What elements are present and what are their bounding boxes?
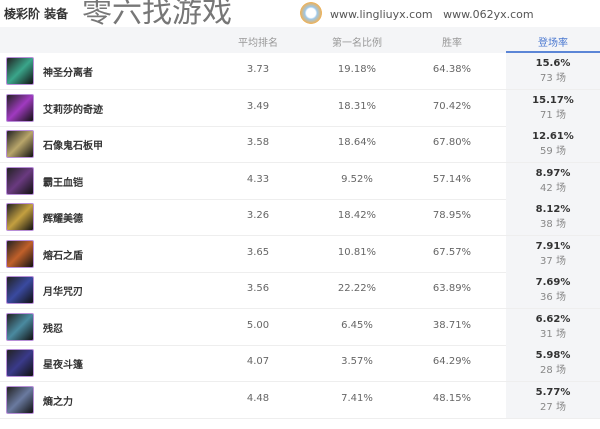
- win-rate: 67.80%: [432, 137, 472, 148]
- item-icon: [6, 349, 34, 377]
- item-name: 石像鬼石板甲: [43, 141, 103, 152]
- table-row[interactable]: 霸王血铠 4.33 9.52% 57.14% 8.97% 42 场: [0, 162, 600, 200]
- pick-rate-cell: 15.6% 73 场: [506, 53, 600, 89]
- first-rate: 3.57%: [341, 356, 373, 367]
- avg-rank: 3.26: [246, 210, 270, 221]
- table-row[interactable]: 辉耀美德 3.26 18.42% 78.95% 8.12% 38 场: [0, 199, 600, 236]
- pick-rate-cell: 8.12% 38 场: [506, 199, 600, 235]
- avg-rank: 3.49: [246, 100, 270, 112]
- active-sort-indicator: [506, 51, 600, 53]
- header-win-rate[interactable]: 胜率: [442, 38, 462, 49]
- item-name: 月华咒刃: [43, 287, 83, 298]
- item-name: 神圣分离者: [43, 68, 93, 79]
- first-rate: 19.18%: [337, 64, 377, 75]
- first-rate: 22.22%: [337, 283, 377, 294]
- avg-rank: 3.56: [246, 283, 270, 294]
- pick-rate-cell: 7.69% 36 场: [506, 272, 600, 308]
- item-icon: [6, 276, 34, 304]
- pick-rate-cell: 6.62% 31 场: [506, 308, 600, 345]
- table-row[interactable]: 石像鬼石板甲 3.58 18.64% 67.80% 12.61% 59 场: [0, 126, 600, 163]
- first-rate: 18.42%: [337, 210, 377, 221]
- item-icon: [6, 239, 34, 268]
- avg-rank: 5.00: [246, 319, 270, 331]
- item-name: 霸王血铠: [43, 177, 83, 189]
- table-row[interactable]: 神圣分离者 3.73 19.18% 64.38% 15.6% 73 场: [0, 53, 600, 90]
- win-rate: 63.89%: [432, 283, 472, 294]
- item-icon: [6, 312, 34, 341]
- first-rate: 18.31%: [337, 100, 377, 112]
- avg-rank: 3.73: [246, 64, 270, 75]
- win-rate: 78.95%: [432, 210, 472, 221]
- win-rate: 48.15%: [432, 392, 472, 404]
- first-rate: 6.45%: [341, 319, 373, 331]
- watermark-urls: www.lingliuyx.com www.062yx.com: [330, 8, 534, 21]
- item-icon: [6, 203, 34, 231]
- first-rate: 18.64%: [337, 137, 377, 148]
- pick-rate-cell: 15.17% 71 场: [506, 89, 600, 126]
- header-avg-rank[interactable]: 平均排名: [238, 38, 278, 49]
- table-row[interactable]: 月华咒刃 3.56 22.22% 63.89% 7.69% 36 场: [0, 272, 600, 309]
- win-rate: 67.57%: [432, 246, 472, 258]
- table-row[interactable]: 残忍 5.00 6.45% 38.71% 6.62% 31 场: [0, 308, 600, 346]
- win-rate: 57.14%: [432, 173, 472, 185]
- table-row[interactable]: 熔石之盾 3.65 10.81% 67.57% 7.91% 37 场: [0, 235, 600, 273]
- item-icon: [6, 385, 34, 414]
- win-rate: 70.42%: [432, 100, 472, 112]
- item-name: 星夜斗篷: [43, 360, 83, 371]
- header-first-rate[interactable]: 第一名比例: [332, 38, 382, 49]
- header-pick-rate[interactable]: 登场率: [538, 38, 568, 49]
- item-icon: [6, 130, 34, 158]
- watermark-logo-icon: [300, 2, 322, 24]
- table-row[interactable]: 星夜斗篷 4.07 3.57% 64.29% 5.98% 28 场: [0, 345, 600, 382]
- table-header: 平均排名 第一名比例 胜率 登场率: [0, 27, 600, 53]
- win-rate: 64.38%: [432, 64, 472, 75]
- first-rate: 7.41%: [341, 392, 373, 404]
- first-rate: 10.81%: [337, 246, 377, 258]
- pick-rate-cell: 12.61% 59 场: [506, 126, 600, 162]
- item-name: 辉耀美德: [43, 214, 83, 225]
- avg-rank: 4.07: [246, 356, 270, 367]
- section-title: 棱彩阶 装备: [4, 7, 69, 21]
- first-rate: 9.52%: [341, 173, 373, 185]
- item-icon: [6, 166, 34, 195]
- item-name: 残忍: [43, 323, 63, 335]
- pick-rate-cell: 8.97% 42 场: [506, 162, 600, 199]
- avg-rank: 3.65: [246, 246, 270, 258]
- item-icon: [6, 93, 34, 122]
- pick-rate-cell: 7.91% 37 场: [506, 235, 600, 272]
- avg-rank: 4.48: [246, 392, 270, 404]
- item-name: 艾莉莎的奇迹: [43, 104, 103, 116]
- item-name: 熵之力: [43, 396, 73, 408]
- avg-rank: 4.33: [246, 173, 270, 185]
- item-name: 熔石之盾: [43, 250, 83, 262]
- item-icon: [6, 57, 34, 85]
- pick-rate-cell: 5.98% 28 场: [506, 345, 600, 381]
- win-rate: 38.71%: [432, 319, 472, 331]
- table-row[interactable]: 艾莉莎的奇迹 3.49 18.31% 70.42% 15.17% 71 场: [0, 89, 600, 127]
- pick-rate-cell: 5.77% 27 场: [506, 381, 600, 418]
- avg-rank: 3.58: [246, 137, 270, 148]
- win-rate: 64.29%: [432, 356, 472, 367]
- table-row[interactable]: 熵之力 4.48 7.41% 48.15% 5.77% 27 场: [0, 381, 600, 419]
- watermark-text: 零六找游戏: [82, 0, 232, 30]
